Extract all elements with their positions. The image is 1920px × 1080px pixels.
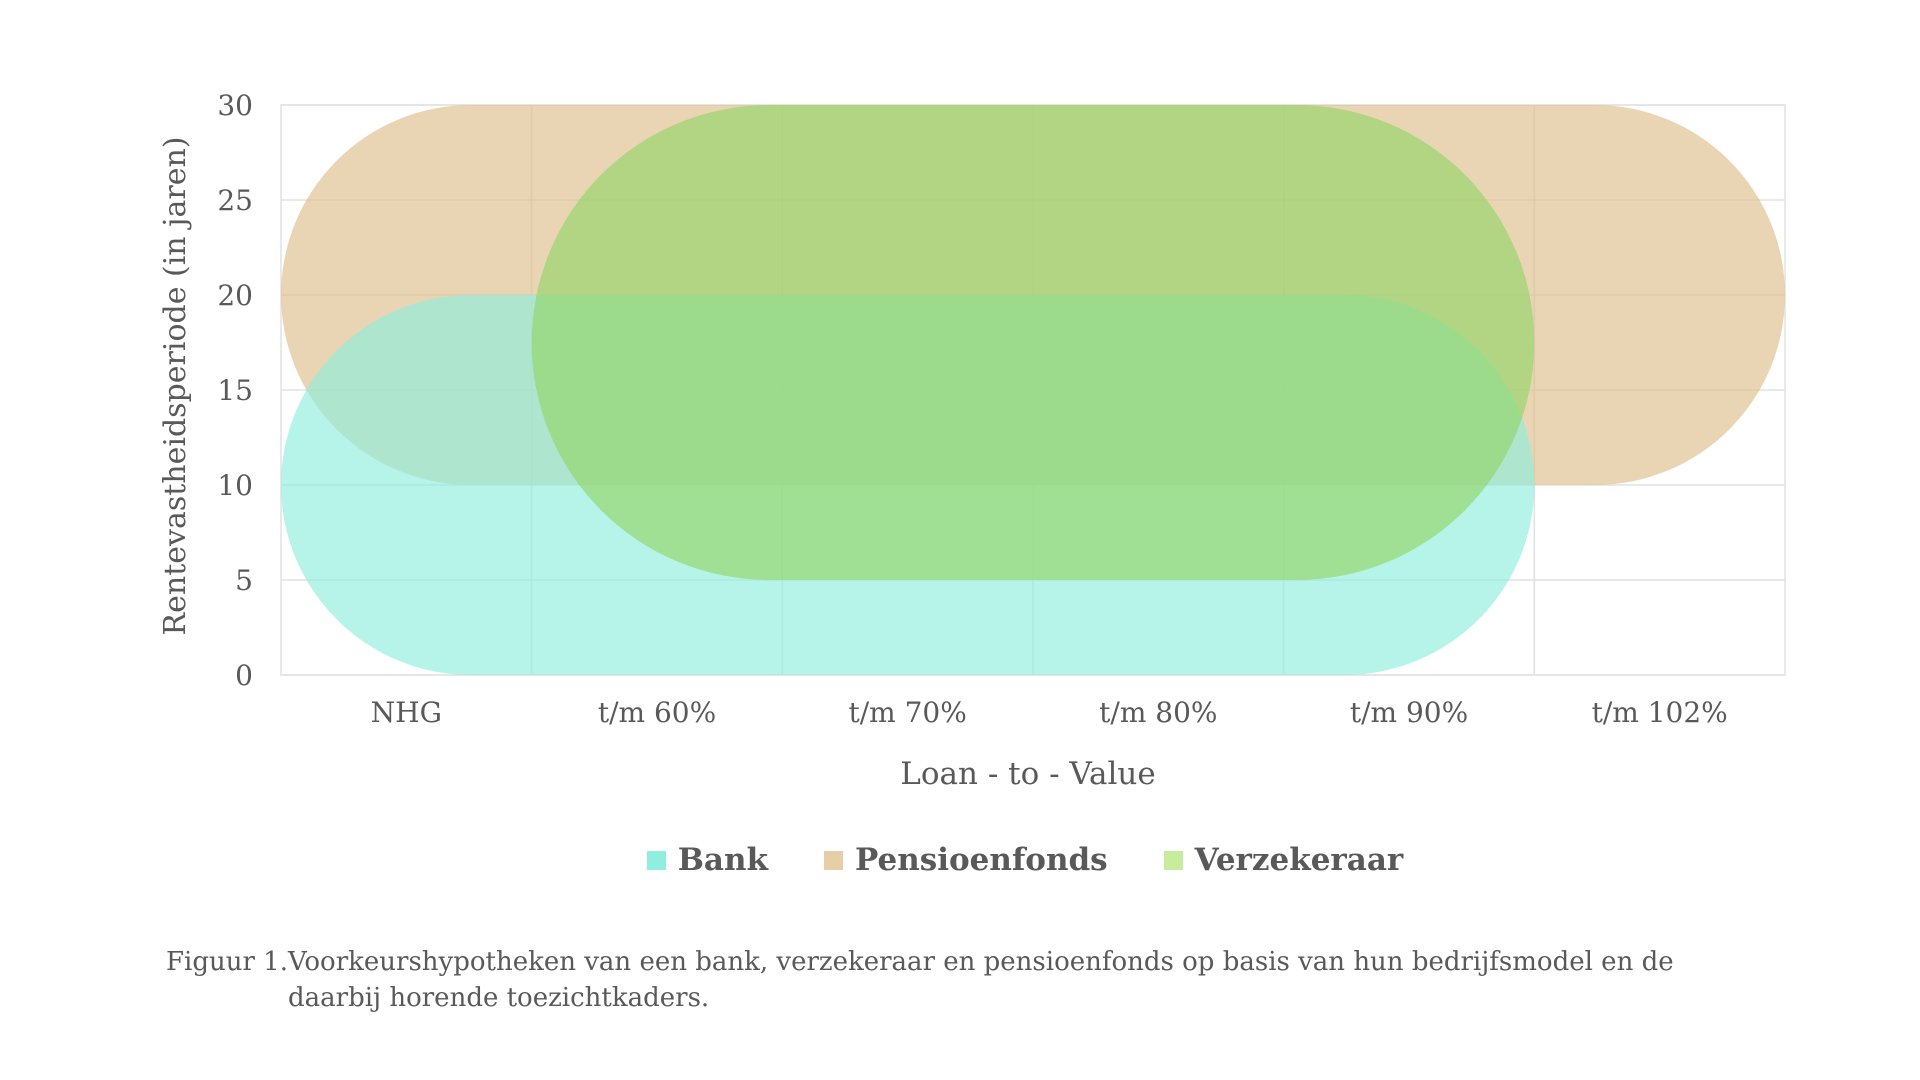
legend-label-verzekeraar: Verzekeraar [1194,842,1404,878]
y-tick-label: 20 [217,279,253,312]
legend: Bank Pensioenfonds Verzekeraar [0,842,1920,878]
series-shapes [281,105,1785,675]
x-tick-label: t/m 80% [1099,696,1217,729]
legend-swatch-verzekeraar [1163,850,1183,870]
legend-item-bank: Bank [646,842,769,878]
x-tick-label: t/m 60% [598,696,716,729]
y-tick-label: 15 [217,374,253,407]
legend-swatch-bank [646,850,666,870]
x-tick-label: t/m 102% [1592,696,1728,729]
x-tick-label: t/m 90% [1350,696,1468,729]
legend-item-verzekeraar: Verzekeraar [1163,842,1404,878]
legend-swatch-pensioenfonds [824,850,844,870]
x-tick-label: NHG [371,696,442,729]
x-tick-label: t/m 70% [848,696,966,729]
series-shape-verzekeraar [531,105,1535,580]
y-tick-label: 0 [235,659,253,692]
caption-text: Voorkeurshypotheken van een bank, verzek… [288,947,1674,1013]
legend-label-pensioenfonds: Pensioenfonds [855,842,1108,878]
x-axis-label: Loan - to - Value [900,756,1155,792]
legend-label-bank: Bank [677,842,769,878]
caption-prefix: Figuur 1. [166,947,288,977]
legend-item-pensioenfonds: Pensioenfonds [824,842,1108,878]
figure-caption: Figuur 1.Voorkeurshypotheken van een ban… [166,944,1766,1016]
y-tick-label: 10 [217,469,253,502]
y-axis-label: Rentevastheidsperiode (in jaren) [158,137,193,636]
y-tick-label: 25 [217,184,253,217]
y-tick-label: 5 [235,564,253,597]
y-tick-label: 30 [217,89,253,122]
tick-labels: 0 5 10 15 20 25 30 NHG t/m 60% t/m 70% t/m 80% t/m … [217,89,1727,729]
